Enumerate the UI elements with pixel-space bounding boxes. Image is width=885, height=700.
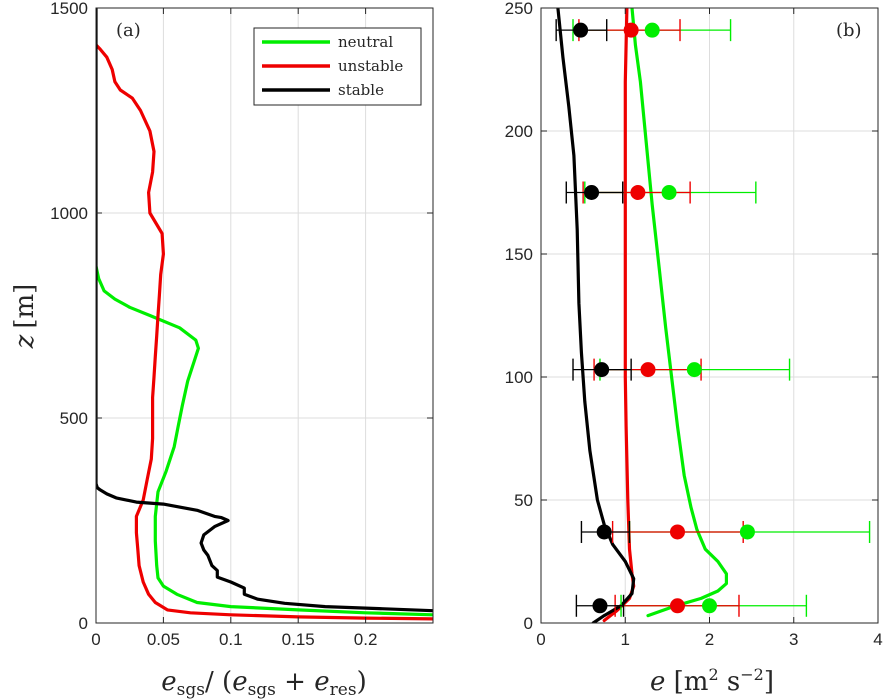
y-tick-label: 150 bbox=[505, 245, 533, 264]
panel-a-lines bbox=[96, 8, 433, 621]
series-line-neutral bbox=[96, 264, 433, 617]
data-point-unstable bbox=[669, 598, 685, 614]
data-point-neutral bbox=[644, 22, 660, 38]
x-tick-label: 0.2 bbox=[354, 630, 378, 649]
y-tick-label: 200 bbox=[505, 122, 533, 141]
xlabel-b-sup1: 2 bbox=[708, 665, 718, 684]
xlabel-a-e2: e bbox=[232, 667, 247, 697]
data-point-stable bbox=[594, 362, 610, 378]
series-line-neutral bbox=[630, 8, 728, 618]
panel-a-ylabel: z [m] bbox=[10, 284, 40, 350]
ylabel-unit: [m] bbox=[10, 284, 40, 329]
y-tick-label: 0 bbox=[79, 614, 88, 633]
panel-a-ticks: 0 0.05 0.1 0.15 0.2 0 500 1000 1500 bbox=[50, 0, 433, 649]
y-tick-label: 1000 bbox=[50, 204, 88, 223]
series-line-stable bbox=[556, 8, 636, 623]
y-tick-label: 250 bbox=[505, 0, 533, 18]
data-point-stable bbox=[573, 22, 589, 38]
data-point-unstable bbox=[640, 362, 656, 378]
panel-a-label: (a) bbox=[116, 20, 141, 41]
x-tick-label: 4 bbox=[873, 630, 882, 649]
legend-label-unstable: unstable bbox=[338, 57, 403, 75]
xlabel-a-sep: / ( bbox=[205, 667, 232, 697]
legend-label-neutral: neutral bbox=[338, 33, 393, 51]
x-tick-label: 0 bbox=[91, 630, 100, 649]
y-tick-label: 100 bbox=[505, 368, 533, 387]
xlabel-b-end: ] bbox=[764, 667, 774, 697]
y-tick-label: 1500 bbox=[50, 0, 88, 18]
xlabel-a-plus: + bbox=[276, 667, 314, 697]
xlabel-b-mid: s bbox=[719, 667, 741, 697]
data-point-unstable bbox=[669, 524, 685, 540]
data-point-stable bbox=[596, 524, 612, 540]
panel-a: 0 0.05 0.1 0.15 0.2 0 500 1000 1500 (a) neutral … bbox=[10, 0, 434, 700]
ylabel-var: z bbox=[10, 334, 40, 349]
data-point-unstable bbox=[623, 22, 639, 38]
panel-b-xlabel: e [m2 s−2] bbox=[650, 665, 774, 697]
x-tick-label: 0.15 bbox=[282, 630, 315, 649]
x-tick-label: 0.1 bbox=[219, 630, 243, 649]
data-point-neutral bbox=[686, 362, 702, 378]
xlabel-b-unit: [m bbox=[665, 667, 708, 697]
panel-a-frame bbox=[95, 7, 434, 624]
x-tick-label: 0 bbox=[536, 630, 545, 649]
y-tick-label: 500 bbox=[60, 409, 88, 428]
x-tick-label: 3 bbox=[789, 630, 798, 649]
xlabel-b-var: e bbox=[650, 667, 665, 697]
xlabel-a-e3: e bbox=[314, 667, 329, 697]
panel-b-markers bbox=[555, 19, 871, 617]
x-tick-label: 1 bbox=[621, 630, 630, 649]
xlabel-a-sub1: sgs bbox=[177, 680, 205, 700]
xlabel-b-sup2: −2 bbox=[740, 665, 764, 684]
data-point-stable bbox=[592, 598, 608, 614]
y-tick-label: 50 bbox=[514, 491, 533, 510]
legend: neutral unstable stable bbox=[253, 27, 422, 106]
xlabel-a-close: ) bbox=[357, 667, 367, 697]
panel-b-lines bbox=[556, 8, 728, 623]
panel-b-ticks: 0 1 2 3 4 0 50 100 150 200 250 bbox=[505, 0, 883, 649]
data-point-neutral bbox=[702, 598, 717, 614]
panel-a-xlabel: esgs/ (esgs + eres) bbox=[161, 667, 366, 700]
panel-b-label: (b) bbox=[836, 20, 862, 41]
legend-label-stable: stable bbox=[338, 81, 384, 99]
x-tick-label: 0.05 bbox=[147, 630, 180, 649]
xlabel-a-e1: e bbox=[161, 667, 176, 697]
x-tick-label: 2 bbox=[705, 630, 714, 649]
data-point-neutral bbox=[661, 185, 677, 200]
y-tick-label: 0 bbox=[524, 614, 533, 633]
xlabel-a-sub2: sgs bbox=[248, 680, 276, 700]
data-point-stable bbox=[584, 185, 600, 200]
data-point-neutral bbox=[739, 524, 755, 540]
series-line-unstable bbox=[96, 43, 433, 621]
data-point-unstable bbox=[630, 185, 646, 200]
xlabel-a-sub3: res bbox=[330, 680, 357, 700]
series-line-stable bbox=[96, 8, 433, 613]
